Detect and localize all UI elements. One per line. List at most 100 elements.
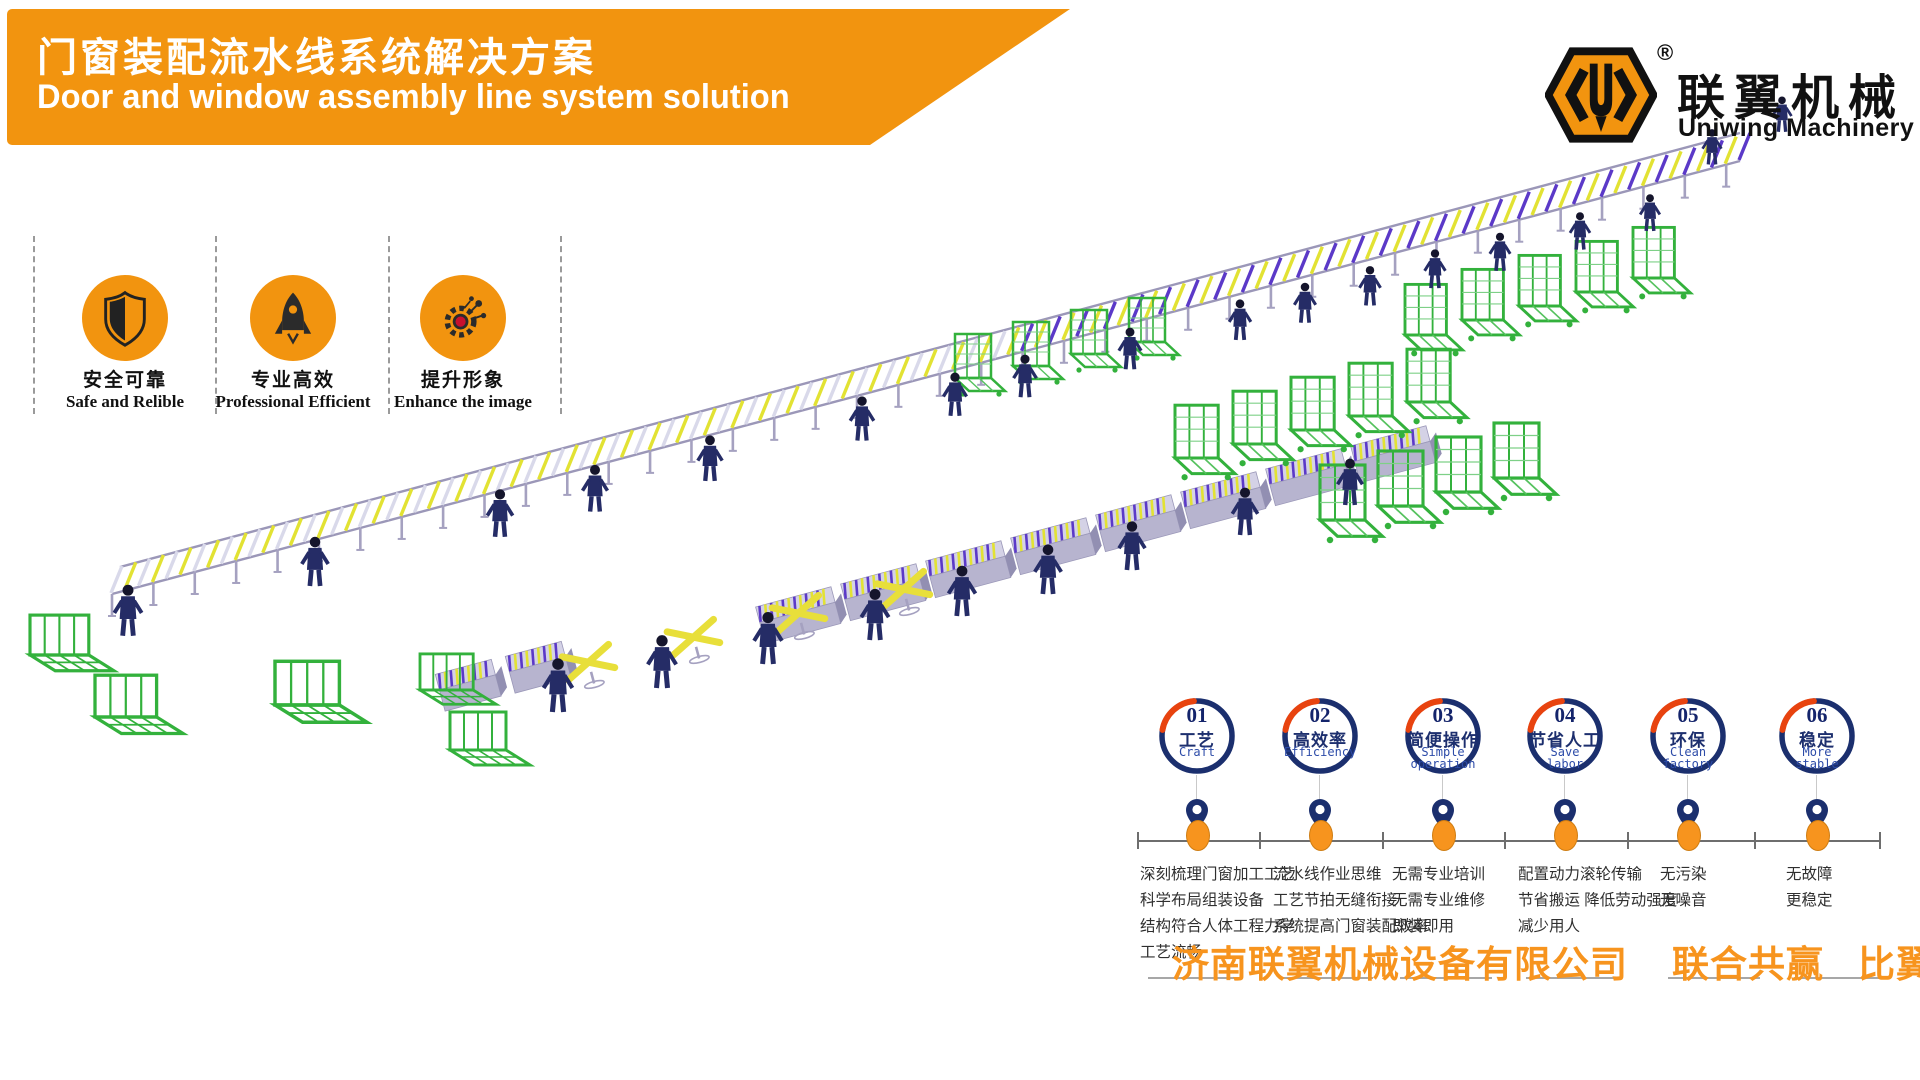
- green-cart: [1403, 282, 1464, 358]
- badge-circle: [250, 275, 336, 361]
- description-line: 无需专业维修: [1392, 892, 1486, 909]
- timeline-description: 无污染 无噪音: [1660, 862, 1707, 914]
- slogan-1: 联合共赢: [1672, 944, 1824, 985]
- window-frame: [873, 567, 934, 617]
- green-cart: [1517, 253, 1578, 329]
- worker-figure: [1014, 355, 1037, 398]
- worker-figure: [698, 435, 722, 481]
- underline-segment: [1794, 977, 1886, 979]
- assembly-table: [504, 640, 578, 694]
- badge-label-en: Safe and Relible: [65, 392, 185, 411]
- worker-figure: [1422, 247, 1448, 290]
- map-pin-icon: [1806, 799, 1828, 831]
- footer-slogan: 济南联翼机械设备有限公司 联合共赢比翼齐飞: [1172, 934, 1920, 988]
- timeline-ring-icon: [1779, 698, 1855, 774]
- underline-segment: [1526, 977, 1618, 979]
- green-cart: [1574, 239, 1635, 315]
- description-line: 无需专业培训: [1392, 866, 1486, 883]
- axis-tick: [1382, 832, 1384, 849]
- timeline-title-zh: 稳定: [1799, 731, 1835, 750]
- description-line: 无污染: [1660, 866, 1707, 883]
- badge-professional: 专业高效 Professional Efficient: [213, 236, 373, 412]
- timeline-title-en: Craft: [1178, 745, 1216, 759]
- green-rack: [273, 659, 369, 724]
- title-banner: 门窗装配流水线系统解决方案 Door and window assembly l…: [7, 9, 1070, 145]
- timeline-title-en: Simple operation: [1410, 745, 1476, 771]
- worker-figure: [1568, 210, 1592, 252]
- description-line: 流水线作业思维: [1273, 866, 1382, 883]
- description-line: 工艺流畅: [1140, 944, 1203, 961]
- green-cart: [1347, 361, 1411, 440]
- description-line: 科学布局组装设备: [1140, 892, 1265, 909]
- green-cart: [1631, 225, 1692, 301]
- green-rack: [93, 673, 185, 736]
- logo-brand-zh: 联翼机械: [1677, 72, 1906, 125]
- timeline-title-zh: 环保: [1670, 731, 1706, 750]
- description-line: 深刻梳理门窗加工工艺: [1140, 866, 1296, 883]
- banner-title-en: Door and window assembly line system sol…: [37, 78, 790, 116]
- map-pin-icon: [1186, 799, 1208, 831]
- map-pin-icon: [1554, 799, 1576, 831]
- timeline-number: 03: [1432, 703, 1454, 727]
- assembly-table: [1095, 494, 1187, 553]
- timeline-connector: [1816, 775, 1817, 799]
- divider: [560, 236, 562, 414]
- green-cart: [1231, 389, 1295, 468]
- timeline-connector: [1442, 775, 1443, 799]
- axis-tick: [1137, 832, 1139, 849]
- window-frame: [768, 591, 829, 641]
- timeline-description: 无故障 更稳定: [1786, 862, 1833, 914]
- timeline-marker-dot: [1432, 820, 1456, 851]
- timeline-title-zh: 高效率: [1293, 731, 1347, 750]
- timeline-ring-icon: [1405, 698, 1481, 774]
- badge-circle: [82, 275, 168, 361]
- assembly-table: [1010, 517, 1102, 576]
- axis-tick: [1754, 832, 1756, 849]
- worker-figure: [302, 537, 328, 586]
- timeline-connector: [1564, 775, 1565, 799]
- timeline-number: 01: [1186, 703, 1208, 727]
- timeline-number: 05: [1677, 703, 1699, 727]
- timeline-ring-icon: [1159, 698, 1235, 774]
- timeline-ring-icon: [1282, 698, 1358, 774]
- timeline-connector: [1196, 775, 1197, 799]
- worker-figure: [1487, 230, 1513, 273]
- timeline-description: 配置动力滚轮传输 节省搬运 降低劳动强度 减少用人: [1518, 862, 1677, 940]
- registered-mark: ®: [1657, 40, 1674, 65]
- green-rack: [28, 613, 116, 673]
- logo-hexagon-icon: [1545, 47, 1657, 143]
- axis-tick: [1627, 832, 1629, 849]
- window-frame: [558, 640, 619, 690]
- worker-figure: [648, 635, 676, 688]
- timeline-title-zh: 简便操作: [1407, 731, 1479, 750]
- timeline-number: 02: [1309, 703, 1331, 727]
- timeline-marker-dot: [1309, 820, 1333, 851]
- map-pin-icon: [1677, 799, 1699, 831]
- axis-tick: [1879, 832, 1881, 849]
- timeline-title-en: Save labor: [1546, 745, 1584, 771]
- green-cart: [1289, 375, 1353, 454]
- timeline-description: 无需专业培训 无需专业维修 即装即用: [1392, 862, 1485, 940]
- banner-title-zh: 门窗装配流水线系统解决方案: [37, 36, 596, 80]
- map-pin-icon: [1309, 799, 1331, 831]
- divider: [215, 236, 217, 414]
- badge-label-en: Professional Efficient: [215, 392, 371, 411]
- divider: [33, 236, 35, 414]
- timeline-title-en: More stable: [1795, 745, 1839, 771]
- underline-segment: [1281, 977, 1373, 979]
- slogan-2: 比翼齐飞: [1858, 944, 1920, 985]
- green-cart: [1460, 267, 1521, 343]
- description-line: 无噪音: [1660, 892, 1707, 909]
- worker-figure: [1357, 264, 1383, 308]
- timeline-axis: [1137, 840, 1881, 842]
- badge-label-zh: 提升形象: [420, 370, 505, 391]
- underline-segment: [1668, 977, 1760, 979]
- green-cart: [1173, 403, 1237, 482]
- badge-image: 提升形象 Enhance the image: [383, 236, 543, 412]
- map-pin-icon: [1432, 799, 1454, 831]
- green-rack: [448, 710, 532, 767]
- timeline-title-zh: 节省人工: [1529, 731, 1601, 750]
- timeline-connector: [1687, 775, 1688, 799]
- divider: [388, 236, 390, 414]
- company-logo: ® 联翼机械 Uniwing Machinery: [1545, 40, 1914, 147]
